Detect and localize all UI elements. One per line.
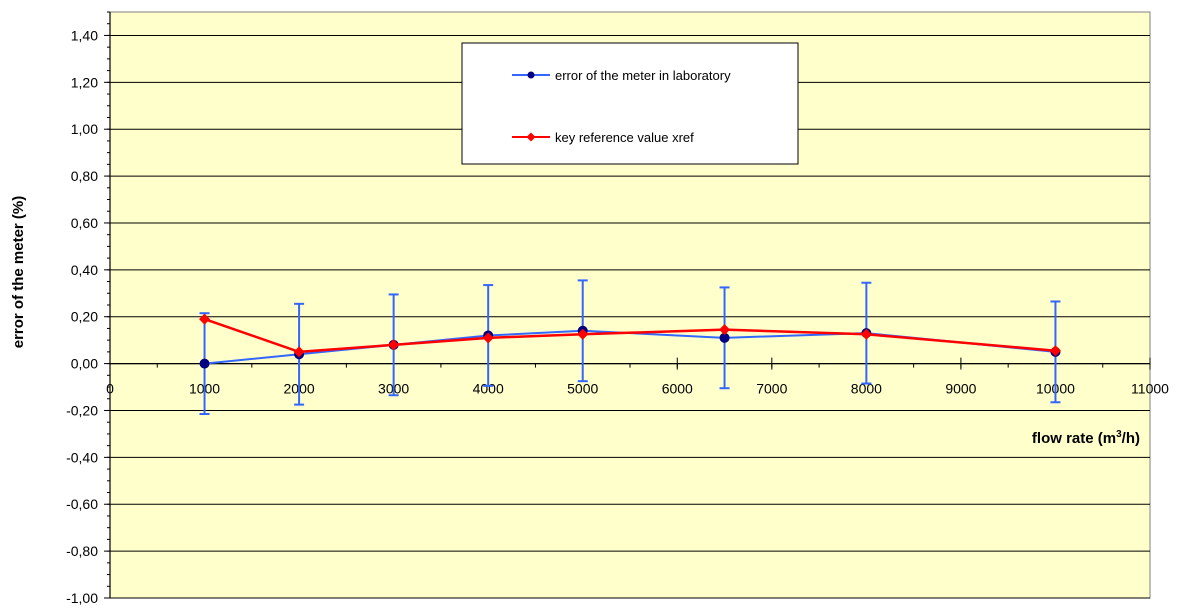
legend: error of the meter in laboratory key ref…: [461, 42, 799, 165]
x-tick-label: 6000: [662, 381, 693, 397]
y-tick-label: 0,20: [71, 309, 98, 325]
data-point-reference: [482, 332, 494, 344]
x-tick-label: 7000: [756, 381, 787, 397]
data-point-reference: [719, 324, 731, 336]
y-tick-label: -0,20: [66, 402, 98, 418]
y-tick-label: 1,00: [71, 121, 98, 137]
y-tick-label: -0,80: [66, 543, 98, 559]
y-tick-label: 1,40: [71, 27, 98, 43]
legend-marker-reference: [526, 132, 536, 142]
data-point-laboratory: [199, 358, 210, 369]
legend-label-laboratory: error of the meter in laboratory: [555, 68, 731, 83]
y-tick-label: -0,40: [66, 449, 98, 465]
y-tick-label: 0,40: [71, 262, 98, 278]
legend-marker-laboratory: [527, 71, 535, 79]
x-tick-label: 5000: [567, 381, 598, 397]
y-tick-label: 0,00: [71, 356, 98, 372]
legend-box: [461, 42, 799, 165]
data-point-reference: [577, 328, 589, 340]
legend-label-reference: key reference value xref: [555, 130, 694, 145]
y-tick-label: 0,80: [71, 168, 98, 184]
x-tick-label: 4000: [473, 381, 504, 397]
data-point-reference: [388, 339, 400, 351]
x-axis-title-tail: /h): [1122, 430, 1140, 447]
y-tick-label: 0,60: [71, 215, 98, 231]
series-line-reference: [204, 317, 1056, 354]
x-axis-title-superscript: 3: [1116, 429, 1122, 440]
x-tick-label: 11000: [1131, 381, 1169, 397]
y-tick-label: 1,20: [71, 74, 98, 90]
data-point-reference: [1049, 345, 1061, 357]
x-axis-title: flow rate (m3/h): [1032, 429, 1140, 447]
x-tick-label: 9000: [945, 381, 976, 397]
y-axis-title: error of the meter (%): [10, 196, 27, 349]
x-tick-label: 0: [106, 381, 114, 397]
data-point-reference: [860, 328, 872, 340]
data-point-reference: [293, 346, 305, 358]
y-tick-label: -0,60: [66, 496, 98, 512]
y-tick-label: -1,00: [66, 590, 98, 606]
data-point-reference: [199, 313, 211, 325]
x-axis-title-main: flow rate (m: [1032, 430, 1116, 447]
y-axis: -1,00 -0,80 -0,60 -0,40 -0,20 0,00 0,20 0,40 0,6…: [66, 11, 111, 606]
x-tick-label: 8000: [851, 381, 882, 397]
series-layer: [199, 279, 1061, 415]
